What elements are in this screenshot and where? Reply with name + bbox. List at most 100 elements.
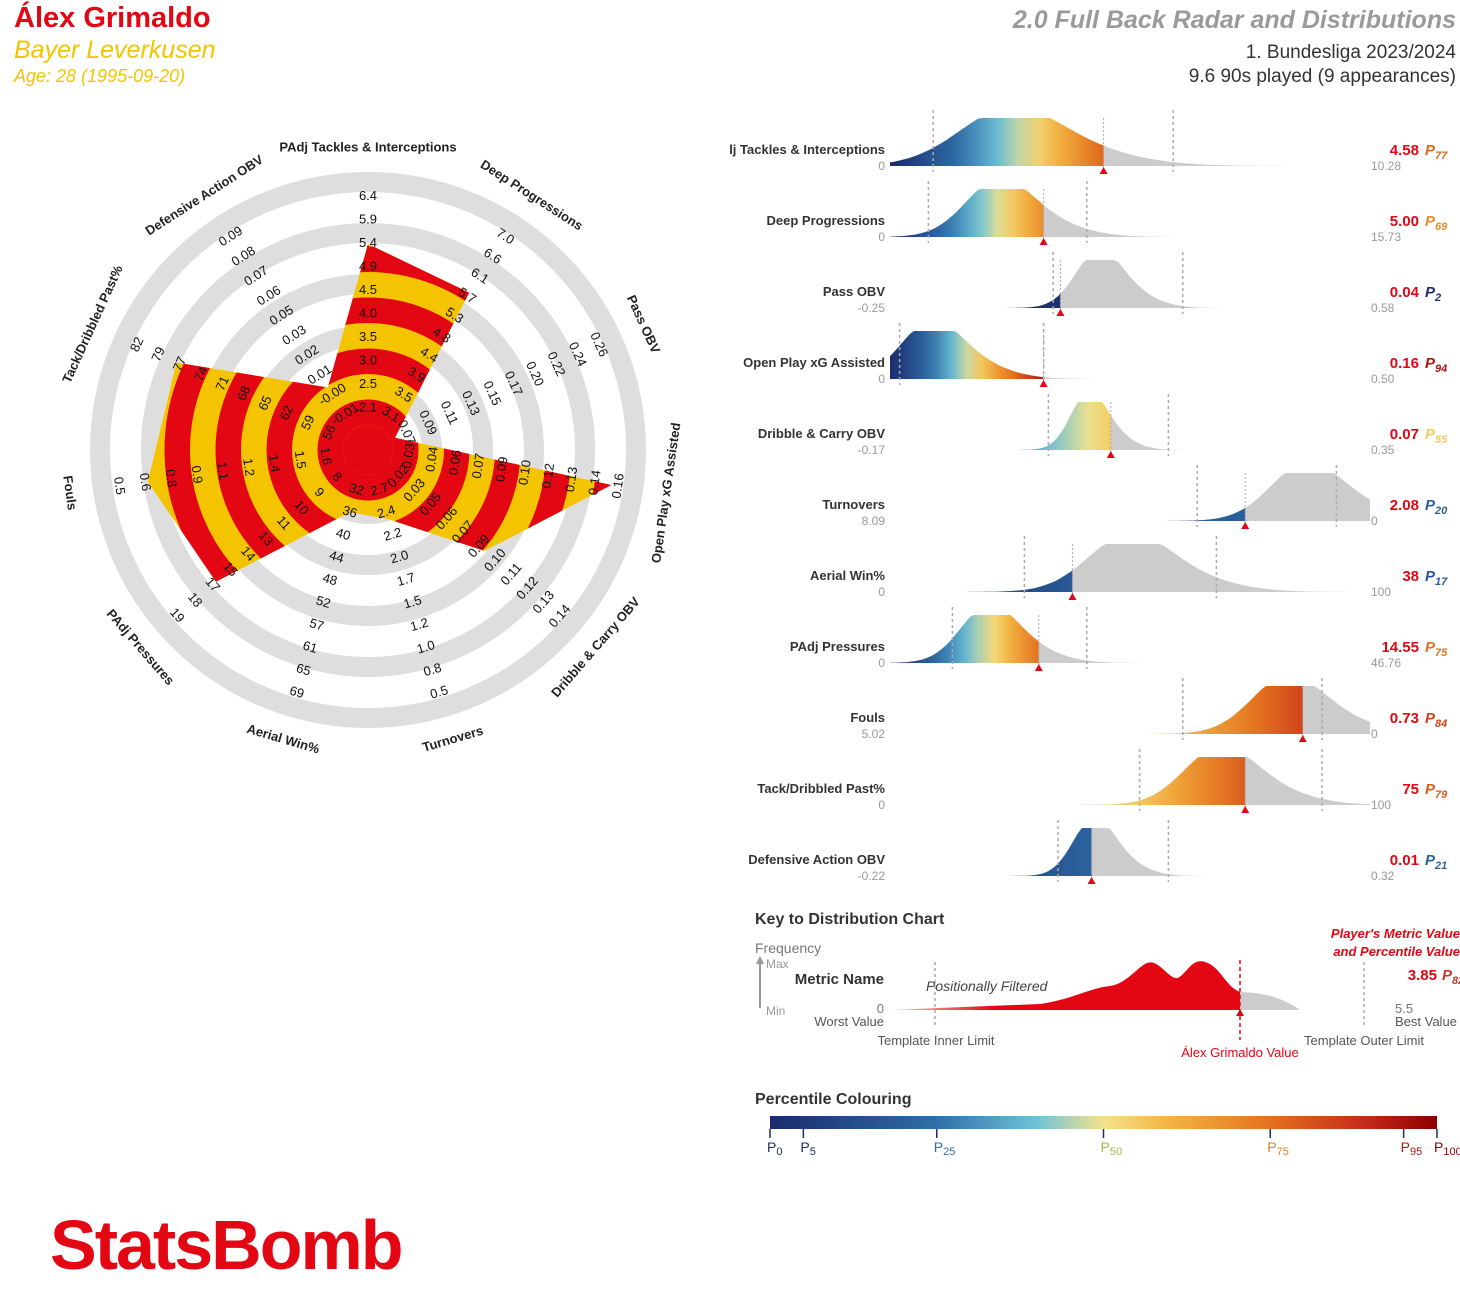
key-frequency-arrowhead [756, 956, 764, 964]
radar-tick-label: 71 [212, 374, 232, 393]
colouring-tick-label: P25 [934, 1139, 956, 1158]
player-name: Álex Grimaldo [14, 2, 211, 34]
radar-tick-label: 0.9 [189, 464, 206, 484]
distribution-grey [890, 828, 1370, 876]
best-value: 0.35 [1371, 443, 1395, 457]
value-marker [1068, 593, 1077, 600]
value-marker [1039, 238, 1048, 245]
best-value: 0.32 [1371, 869, 1395, 883]
metric-percentile-sub: 94 [1435, 363, 1447, 375]
metric-percentile: P55 [1425, 426, 1448, 446]
key-metric-name: Metric Name [795, 971, 884, 988]
radar-tick-label: 2.0 [389, 547, 411, 566]
radar-tick-label: 0.13 [562, 466, 580, 493]
radar-tick-label: 68 [234, 383, 254, 402]
colouring-tick-sub: 75 [1277, 1146, 1289, 1158]
colouring-tick-sub: 0 [776, 1146, 782, 1158]
distribution-grey [890, 473, 1370, 521]
radar-tick-label: 0.8 [163, 468, 180, 488]
metric-name: PAdj Pressures [790, 639, 885, 654]
distribution-coloured [890, 757, 1246, 805]
colouring-tick-sub: 50 [1110, 1146, 1122, 1158]
metric-percentile-sub: 79 [1435, 789, 1448, 801]
key-positionally-filtered: Positionally Filtered [926, 978, 1049, 994]
key-best-number: 5.5 [1395, 1001, 1413, 1016]
radar-tick-label: 2.4 [375, 502, 397, 521]
radar-tick-label: 62 [277, 403, 297, 422]
statsbomb-logo: StatsBomb [50, 1206, 403, 1284]
colouring-title: Percentile Colouring [755, 1091, 911, 1108]
metric-percentile: P94 [1425, 355, 1447, 375]
metric-value: 0.16 [1390, 355, 1419, 372]
metric-percentile-sub: 21 [1434, 860, 1447, 872]
metric-value: 2.08 [1390, 497, 1419, 514]
worst-value: -0.25 [858, 301, 886, 315]
colouring-tick-label: P5 [800, 1139, 815, 1158]
radar-tick-label: 0.14 [585, 469, 603, 496]
metric-percentile-sub: 69 [1435, 221, 1448, 233]
metric-value: 0.01 [1390, 852, 1419, 869]
value-marker [1099, 167, 1108, 174]
radar-center [343, 425, 393, 475]
radar-axis-label: Fouls [60, 475, 80, 511]
colouring-tick-sub: 95 [1410, 1146, 1422, 1158]
radar-tick-label: 4.9 [359, 259, 377, 274]
radar-axis-label: Pass OBV [624, 293, 664, 356]
radar-tick-label: 5.9 [359, 212, 377, 227]
key-worst-value: Worst Value [814, 1014, 884, 1029]
value-marker [1241, 522, 1250, 529]
distribution-coloured [890, 189, 1044, 237]
radar-tick-label: 65 [295, 660, 313, 678]
metric-value: 5.00 [1390, 213, 1419, 230]
minutes-played-label: 9.6 90s played (9 appearances) [1188, 66, 1456, 87]
metric-name: PAdj Tackles & Interceptions [730, 142, 885, 157]
worst-value: 0 [878, 159, 885, 173]
team-name: Bayer Leverkusen [14, 36, 216, 64]
metric-percentile-sub: 84 [1435, 718, 1447, 730]
radar-tick-label: 0.16 [608, 472, 626, 499]
radar-grey-ring [90, 172, 646, 728]
key-worst-number: 0 [877, 1001, 884, 1016]
radar-tick-label: 48 [321, 570, 339, 588]
distribution-coloured [890, 686, 1303, 734]
radar-tick-label: 2.1 [359, 400, 377, 415]
key-player-value-label: Álex Grimaldo Value [1181, 1045, 1299, 1060]
colouring-bar [770, 1116, 1437, 1129]
radar-tick-label: 6.4 [359, 188, 377, 203]
radar-tick-label: 1.0 [415, 637, 437, 656]
radar-tick-label: 1.5 [292, 450, 309, 470]
metric-name: Open Play xG Assisted [743, 355, 885, 370]
colouring-ticks: P0 P5 P25 P50 P75 P95 P100 [767, 1129, 1460, 1158]
distribution-coloured [890, 615, 1039, 663]
worst-value: 0 [878, 798, 885, 812]
worst-value: 5.02 [862, 727, 886, 741]
radar-tick-label: 59 [298, 413, 318, 432]
metric-percentile: P69 [1425, 213, 1448, 233]
best-value: 0.58 [1371, 301, 1395, 315]
best-value: 100 [1371, 585, 1391, 599]
metric-percentile-sub: 55 [1435, 434, 1448, 446]
value-marker [1106, 451, 1115, 458]
best-value: 0 [1371, 727, 1378, 741]
key-title: Key to Distribution Chart [755, 911, 945, 928]
distribution-chart: PAdj Tackles & Interceptions 0 10.284.58 P7… [730, 110, 1448, 884]
radar-tick-label: 32 [347, 480, 365, 498]
competition-label: 1. Bundesliga 2023/2024 [1245, 42, 1456, 63]
colouring-tick-sub: 25 [943, 1146, 955, 1158]
key-best-value: Best Value [1395, 1014, 1457, 1029]
value-marker [1056, 309, 1065, 316]
distribution-grey [890, 757, 1370, 805]
value-marker [1087, 877, 1096, 884]
radar-tick-label: 40 [334, 525, 352, 543]
metric-percentile-sub: 75 [1435, 647, 1448, 659]
radar-axis-label: Turnovers [421, 723, 485, 755]
metric-value: 0.73 [1390, 710, 1419, 727]
radar-tick-label: 0.5 [428, 682, 450, 701]
percentile-colouring-legend: Percentile Colouring P0 P5 P25 P50 P75 P95 P10… [755, 1091, 1460, 1158]
radar-axis-label: Open Play xG Assisted [648, 421, 683, 564]
radar-tick-label: 0.04 [422, 446, 440, 473]
colouring-tick-label: P0 [767, 1139, 782, 1158]
radar-tick-label: 0.07 [469, 452, 487, 479]
value-marker [1298, 735, 1307, 742]
radar-grey-ring [141, 223, 595, 677]
